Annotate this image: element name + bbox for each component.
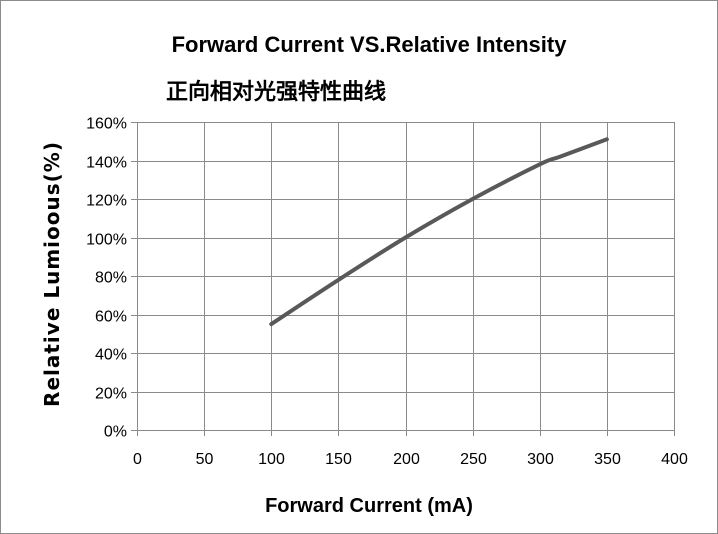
x-axis-label: Forward Current (mA) [265,495,473,517]
y-tick-label: 40% [95,347,127,364]
y-tick-label: 60% [95,309,127,326]
x-tick-label: 150 [325,451,352,468]
y-tick-label: 80% [95,270,127,287]
x-tick-label: 0 [133,451,142,468]
x-tick-label: 400 [661,451,688,468]
y-tick-label: 20% [95,386,127,403]
x-tick-label: 350 [594,451,621,468]
x-tick-label: 50 [196,451,214,468]
x-tick-label: 300 [527,451,554,468]
x-tick-label: 200 [393,451,420,468]
x-tick-labels: 0 50 100 150 200 250 300 350 400 [133,451,688,468]
y-tick-label: 120% [86,193,127,210]
y-tick-label: 100% [86,232,127,249]
x-tick-label: 250 [460,451,487,468]
y-tick-label: 140% [86,155,127,172]
series-lines [269,137,609,327]
y-tick-label: 0% [104,424,127,441]
y-tick-labels: 0% 20% 40% 60% 80% 100% 120% 140% 160% [86,116,127,441]
y-axis-label: Relative Lumioous(%) [40,141,64,407]
axes [131,122,675,436]
series-line [269,137,609,327]
chart-title: Forward Current VS.Relative Intensity [172,32,568,57]
gridlines [137,122,675,430]
y-tick-label: 160% [86,116,127,133]
chart-subtitle: 正向相对光强特性曲线 [166,79,386,104]
x-tick-label: 100 [258,451,285,468]
